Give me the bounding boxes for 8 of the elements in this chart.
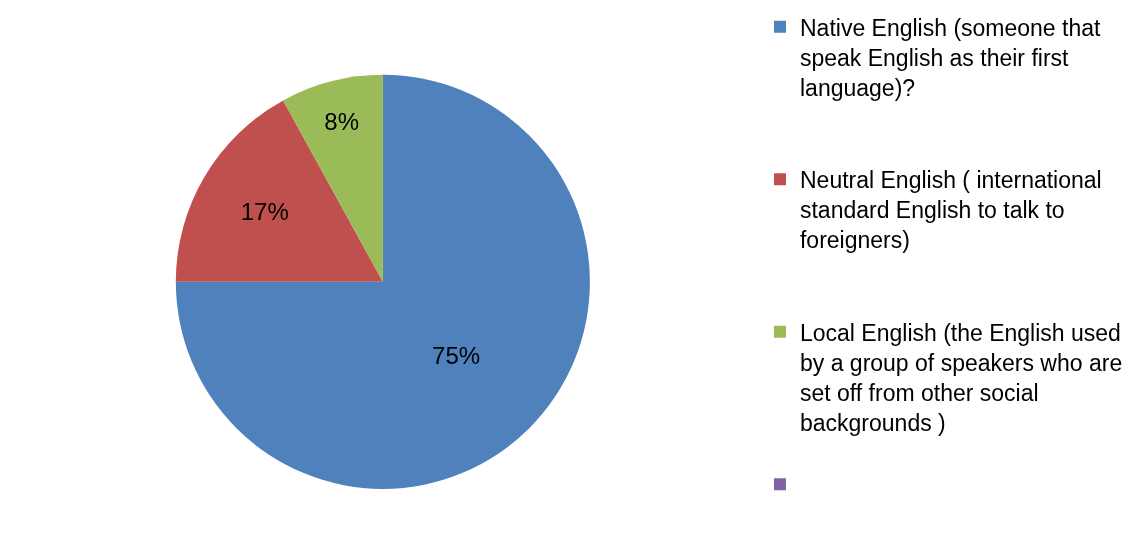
data-label: 8%	[324, 107, 359, 135]
pie-slice	[175, 100, 383, 282]
data-label: 75%	[432, 341, 481, 369]
legend-label: Local English (the English used by a group of speakers who are set off from other social backgrounds )	[799, 319, 1123, 436]
data-label: 17%	[240, 198, 289, 226]
legend-label: Native English (someone that speak English as their first language)?	[799, 14, 1102, 101]
pie-slice	[175, 74, 590, 489]
legend-label: Neutral English ( international standard English to talk to foreigners)	[799, 167, 1102, 254]
